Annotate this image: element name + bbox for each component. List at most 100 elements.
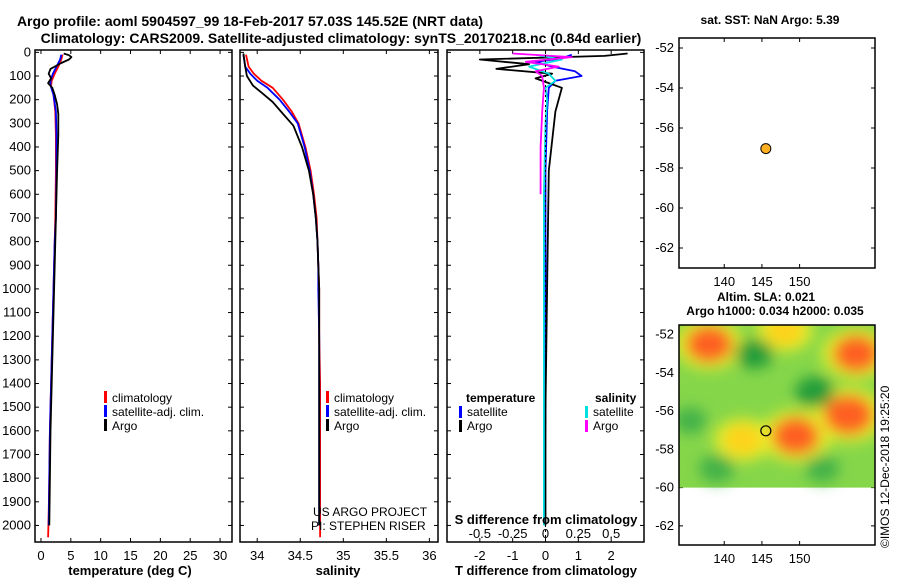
imos-watermark: ©IMOS 12-Dec-2018 19:25:20	[878, 385, 892, 548]
temperature-axes-frame	[34, 49, 233, 543]
legend-title-salinity: salinity	[595, 391, 637, 405]
sla-map-title-line2: Argo h1000: 0.034 h2000: 0.035	[686, 304, 864, 318]
x-tick-label: 0	[542, 548, 549, 563]
y-tick-label: 800	[9, 234, 31, 249]
legend-label-argo: Argo	[334, 419, 360, 433]
sla-field	[679, 325, 875, 488]
sla-blob	[805, 454, 840, 483]
x-tick-label: 15	[123, 548, 137, 563]
series-line-t-argo	[478, 52, 628, 526]
credit-pi: PI: STEPHEN RISER	[311, 519, 426, 533]
series-line-argo	[242, 53, 321, 526]
salinity-xlabel: salinity	[316, 563, 362, 578]
sla-blob	[679, 407, 707, 434]
x-tick-label: 1	[575, 548, 582, 563]
difference-xlabel: T difference from climatology	[455, 563, 638, 578]
x-tick-label: 25	[183, 548, 197, 563]
map-y-tick-label: -54	[655, 365, 674, 380]
sla-blob	[698, 454, 735, 483]
map-x-tick-label: 140	[713, 551, 735, 566]
salinity-axis-ticks: 34 34.5 35 35.5 36	[240, 50, 438, 563]
salinity-axes-frame	[239, 49, 439, 543]
sla-blob	[723, 424, 763, 456]
y-tick-label: 1900	[2, 494, 31, 509]
y-tick-label: 1200	[2, 328, 31, 343]
legend-label-climatology: climatology	[112, 391, 172, 405]
y-tick-label: 1400	[2, 376, 31, 391]
x-tick-label: 2	[608, 548, 615, 563]
top-x-tick-label: 0.5	[602, 526, 620, 541]
sla-blob	[795, 376, 835, 408]
map-x-tick-label: 150	[789, 274, 811, 289]
x-tick-label: 30	[213, 548, 227, 563]
map-x-tick-label: 145	[751, 551, 773, 566]
map-y-tick-label: -62	[655, 240, 674, 255]
series-line-argo	[47, 52, 73, 526]
x-tick-label: 35	[336, 548, 350, 563]
sla-blob	[735, 338, 774, 369]
x-tick-label: 0	[37, 548, 44, 563]
map-y-tick-label: -56	[655, 403, 674, 418]
x-tick-label: 10	[93, 548, 107, 563]
salinity-series	[242, 53, 322, 538]
sla-anomaly-blobs	[679, 325, 875, 483]
figure-title-line1: Argo profile: aoml 5904597_99 18-Feb-201…	[17, 13, 483, 29]
x-tick-label: 35.5	[374, 548, 399, 563]
sst-map-frame	[678, 37, 876, 269]
y-tick-label: 100	[9, 68, 31, 83]
sla-map-title-line1: Altim. SLA: 0.021	[717, 290, 815, 304]
y-tick-label: 200	[9, 92, 31, 107]
legend-swatch-argo	[104, 419, 107, 431]
legend-swatch-climatology	[326, 391, 329, 403]
legend-label-argo: Argo	[112, 419, 138, 433]
map-y-tick-label: -58	[655, 441, 674, 456]
y-tick-label: 1500	[2, 399, 31, 414]
y-tick-label: 1800	[2, 470, 31, 485]
top-x-tick-label: -0.5	[469, 526, 491, 541]
temperature-axis-ticks: 0100200300400500600700800900100011001200…	[2, 44, 232, 563]
sla-blob	[685, 325, 733, 363]
y-tick-label: 1300	[2, 352, 31, 367]
y-tick-label: 700	[9, 210, 31, 225]
legend-label-satellite: satellite-adj. clim.	[112, 405, 204, 419]
sla-blob	[823, 394, 874, 435]
map-x-tick-label: 145	[751, 274, 773, 289]
legend-swatch-s-argo	[585, 420, 588, 432]
y-tick-label: 400	[9, 139, 31, 154]
temperature-series	[47, 52, 73, 538]
sst-map: 140 145 150 -52 -54 -56 -58 -60 -62	[655, 38, 875, 289]
legend-swatch-s-satellite	[585, 406, 588, 418]
x-tick-label: 34.5	[288, 548, 313, 563]
y-tick-label: 900	[9, 257, 31, 272]
credit-project: US ARGO PROJECT	[313, 505, 428, 519]
series-line-s-argo	[512, 52, 573, 195]
map-y-tick-label: -56	[655, 120, 674, 135]
map-x-tick-label: 140	[713, 274, 735, 289]
argo-float-marker	[760, 143, 772, 155]
top-x-tick-label: 0	[542, 526, 549, 541]
map-y-tick-label: -52	[655, 40, 674, 55]
y-tick-label: 1100	[3, 305, 31, 320]
y-tick-label: 0	[24, 44, 31, 59]
y-tick-label: 600	[9, 186, 31, 201]
x-tick-label: -2	[474, 548, 486, 563]
x-tick-label: 36	[422, 548, 436, 563]
map-y-tick-label: -58	[655, 160, 674, 175]
map-y-tick-label: -52	[655, 327, 674, 342]
x-tick-label: 5	[67, 548, 74, 563]
sla-blob	[772, 416, 820, 455]
x-tick-label: 20	[153, 548, 167, 563]
legend-label-climatology: climatology	[334, 391, 394, 405]
sla-blob	[765, 325, 804, 346]
legend-label-s-argo: Argo	[593, 419, 619, 433]
legend-label-satellite: satellite-adj. clim.	[334, 405, 426, 419]
y-tick-label: 1700	[2, 446, 31, 461]
temperature-xlabel: temperature (deg C)	[68, 563, 192, 578]
y-tick-label: 500	[9, 163, 31, 178]
argo-float-marker	[760, 425, 772, 437]
legend-label-t-satellite: satellite	[467, 405, 508, 419]
map-y-tick-label: -60	[655, 200, 674, 215]
salinity-legend: climatology satellite-adj. clim. Argo	[326, 391, 426, 433]
map-x-tick-label: 150	[789, 551, 811, 566]
